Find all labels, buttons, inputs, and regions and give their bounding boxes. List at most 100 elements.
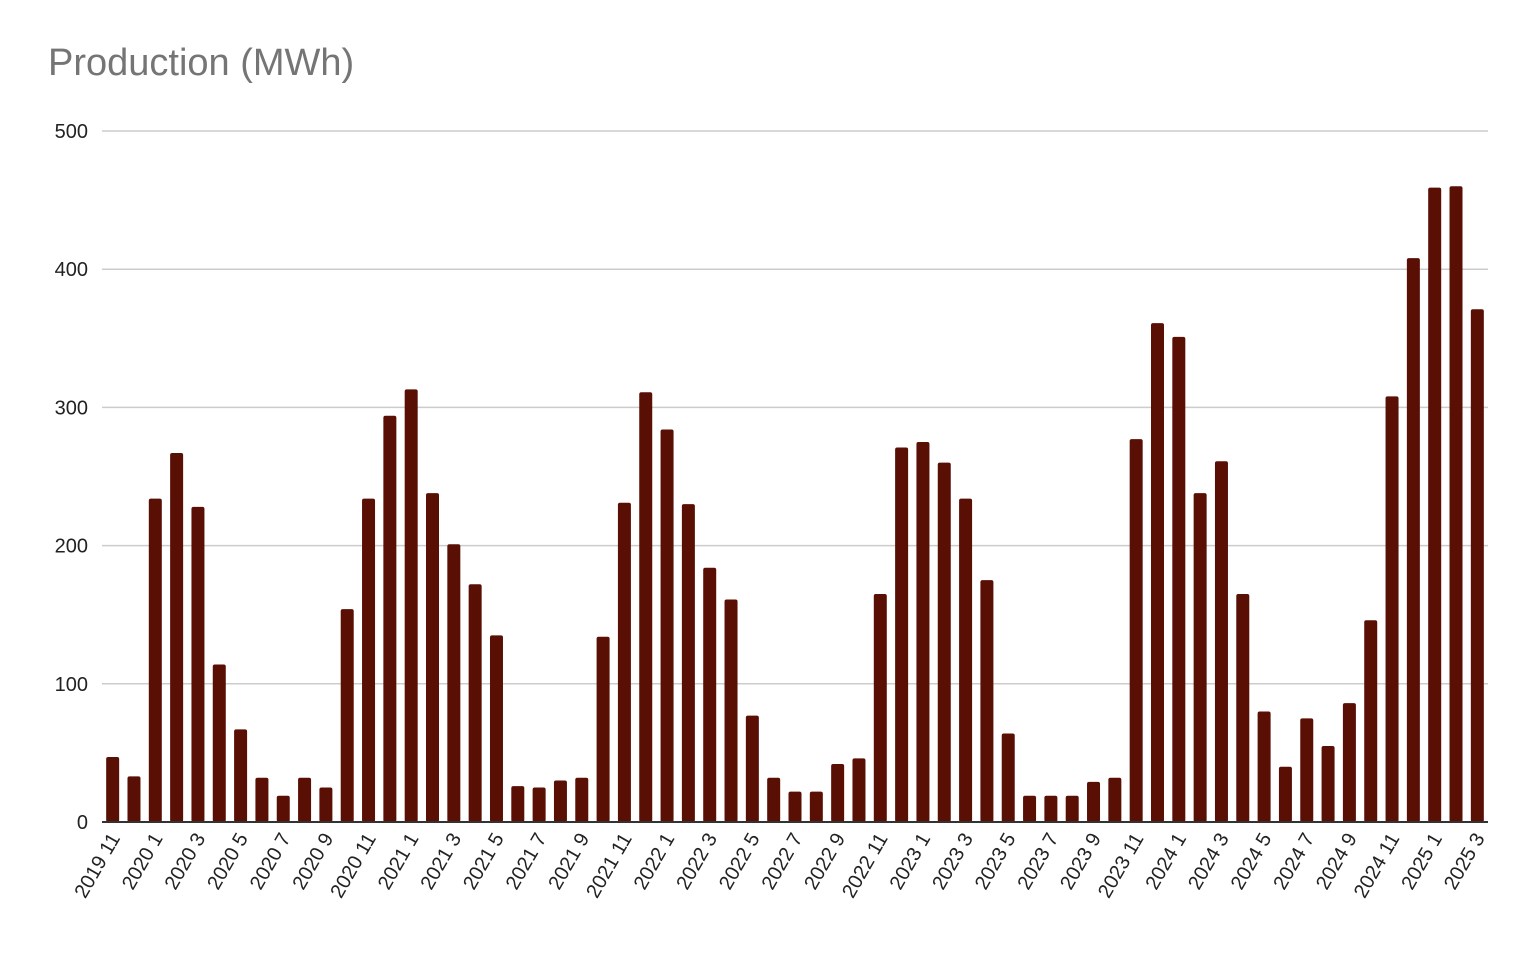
x-tick-label: 2022 3: [672, 830, 722, 894]
x-tick-label: 2020 5: [203, 830, 253, 894]
grid-lines: [102, 130, 1488, 685]
x-tick-label: 2023 3: [928, 830, 978, 894]
bar: [1087, 781, 1101, 822]
x-tick-label: 2020 3: [161, 830, 211, 894]
x-tick-label: 2022 7: [758, 830, 808, 894]
bar: [1236, 593, 1250, 822]
bar: [788, 791, 802, 822]
bar: [489, 635, 503, 822]
bar: [852, 758, 866, 822]
bar: [212, 664, 226, 822]
bar: [383, 415, 397, 822]
bar: [1065, 795, 1079, 822]
bar: [1001, 733, 1015, 822]
bar: [1257, 711, 1271, 822]
bar: [191, 506, 205, 822]
x-tick-label: 2021 1: [374, 830, 424, 894]
x-tick-label: 2024 7: [1269, 830, 1319, 894]
bar: [127, 776, 141, 822]
bar: [1129, 439, 1143, 822]
bar: [1321, 745, 1335, 822]
y-tick-label: 200: [55, 536, 88, 558]
y-axis-ticks: 0 100 200 300 400 500: [55, 121, 88, 834]
bar: [1108, 777, 1122, 822]
bar: [234, 729, 248, 822]
bar: [959, 498, 973, 822]
bar: [575, 777, 589, 822]
bar: [1044, 795, 1058, 822]
bar: [255, 777, 269, 822]
bar: [1300, 718, 1314, 822]
x-tick-label: 2025 1: [1397, 830, 1447, 894]
x-tick-label: 2020 7: [246, 830, 296, 894]
x-tick-label: 2023 5: [971, 829, 1021, 893]
bar: [426, 493, 440, 822]
bars: [106, 186, 1484, 823]
bar: [447, 544, 461, 822]
bar: [1278, 766, 1292, 822]
bar: [916, 441, 930, 822]
x-tick-label: 2024 1: [1142, 830, 1192, 894]
x-tick-label: 2024 5: [1227, 830, 1277, 894]
bar: [895, 447, 909, 822]
bar: [937, 462, 951, 822]
bar: [639, 392, 653, 822]
y-tick-label: 0: [77, 812, 88, 834]
bar: [319, 787, 333, 822]
bar: [873, 593, 887, 822]
bar: [340, 609, 354, 822]
bar: [809, 791, 823, 822]
x-tick-label: 2022 5: [715, 830, 765, 894]
y-tick-label: 400: [55, 259, 88, 281]
bar: [170, 453, 184, 822]
bar: [1214, 461, 1228, 822]
bar: [553, 780, 567, 822]
x-tick-label: 2025 3: [1440, 830, 1490, 894]
bar: [980, 580, 994, 822]
bar: [1364, 620, 1378, 822]
bar: [532, 787, 546, 822]
x-tick-label: 2023 7: [1014, 830, 1064, 894]
bar: [660, 429, 674, 822]
y-tick-label: 500: [55, 121, 88, 143]
bar: [148, 498, 162, 822]
chart-title: Production (MWh): [48, 42, 355, 84]
bar: [1449, 186, 1463, 822]
x-tick-label: 2023 1: [886, 830, 936, 894]
bar: [1406, 258, 1420, 822]
bar: [767, 777, 781, 822]
bar: [617, 502, 631, 822]
y-tick-label: 100: [55, 674, 88, 696]
bar: [1385, 396, 1399, 822]
bar: [298, 777, 312, 822]
x-tick-label: 2021 5: [459, 830, 509, 894]
x-tick-label: 2020 1: [118, 830, 168, 894]
bar: [1470, 309, 1484, 822]
x-tick-label: 2024 3: [1184, 830, 1234, 894]
bar: [468, 584, 482, 822]
bar: [1342, 703, 1356, 822]
bar: [745, 715, 759, 822]
bar: [703, 567, 717, 822]
bar: [276, 795, 290, 822]
x-tick-label: 2021 3: [417, 830, 467, 894]
bar: [362, 498, 376, 822]
x-tick-label: 2022 1: [630, 830, 680, 894]
x-tick-label: 2021 7: [502, 830, 552, 894]
bar: [106, 757, 120, 822]
x-tick-label: 2019 11: [71, 830, 125, 902]
bar: [1150, 323, 1164, 822]
bar: [1428, 187, 1442, 823]
bar: [596, 636, 610, 822]
y-tick-label: 300: [55, 397, 88, 419]
bar: [724, 599, 738, 822]
bar: [831, 763, 845, 822]
bar: [681, 504, 695, 822]
bar: [1023, 795, 1037, 822]
bar: [1193, 493, 1207, 822]
bar: [1172, 336, 1186, 822]
bar: [511, 786, 525, 822]
bar: [404, 389, 418, 822]
